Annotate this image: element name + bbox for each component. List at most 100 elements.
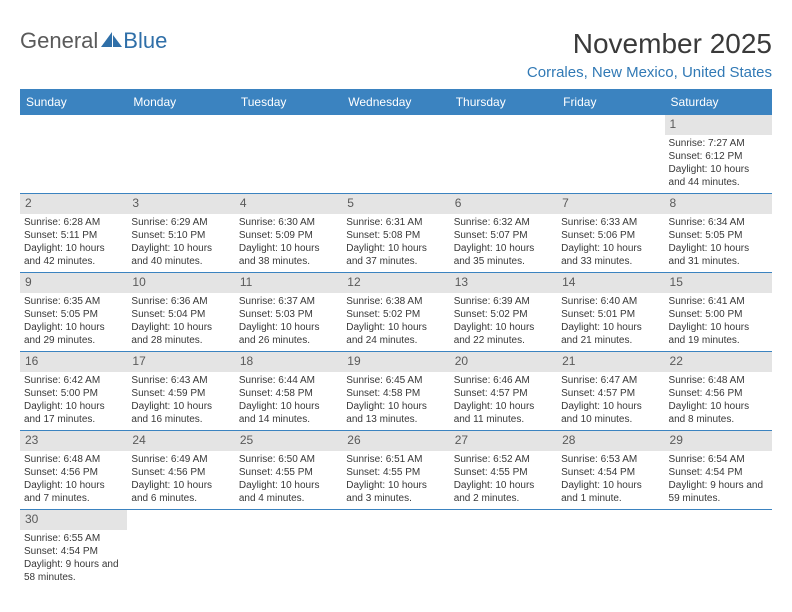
daylight-text: Daylight: 10 hours and 2 minutes. (454, 479, 553, 505)
day-header: Monday (127, 89, 234, 115)
sunset-text: Sunset: 4:56 PM (669, 387, 768, 400)
sunset-text: Sunset: 5:06 PM (561, 229, 660, 242)
daylight-text: Daylight: 10 hours and 6 minutes. (131, 479, 230, 505)
sunrise-text: Sunrise: 6:31 AM (346, 216, 445, 229)
day-cell: 3Sunrise: 6:29 AMSunset: 5:10 PMDaylight… (127, 194, 234, 272)
day-number: 25 (235, 431, 342, 451)
sunrise-text: Sunrise: 6:42 AM (24, 374, 123, 387)
daylight-text: Daylight: 10 hours and 38 minutes. (239, 242, 338, 268)
sunrise-text: Sunrise: 6:47 AM (561, 374, 660, 387)
sunset-text: Sunset: 4:58 PM (239, 387, 338, 400)
daylight-text: Daylight: 10 hours and 33 minutes. (561, 242, 660, 268)
day-number (450, 510, 557, 530)
day-number: 6 (450, 194, 557, 214)
day-header-row: Sunday Monday Tuesday Wednesday Thursday… (20, 89, 772, 115)
day-number (235, 510, 342, 530)
day-cell (20, 115, 127, 193)
day-number: 8 (665, 194, 772, 214)
sunrise-text: Sunrise: 6:36 AM (131, 295, 230, 308)
daylight-text: Daylight: 10 hours and 22 minutes. (454, 321, 553, 347)
sunrise-text: Sunrise: 6:28 AM (24, 216, 123, 229)
day-number: 26 (342, 431, 449, 451)
day-cell: 15 Sunrise: 6:41 AMSunset: 5:00 PMDayligh… (665, 273, 772, 351)
daylight-text: Daylight: 10 hours and 29 minutes. (24, 321, 123, 347)
day-cell: 4Sunrise: 6:30 AMSunset: 5:09 PMDaylight… (235, 194, 342, 272)
day-cell (557, 115, 664, 193)
sunset-text: Sunset: 5:09 PM (239, 229, 338, 242)
daylight-text: Daylight: 10 hours and 21 minutes. (561, 321, 660, 347)
sunset-text: Sunset: 5:03 PM (239, 308, 338, 321)
sunset-text: Sunset: 5:05 PM (24, 308, 123, 321)
sunrise-text: Sunrise: 6:54 AM (669, 453, 768, 466)
sunset-text: Sunset: 4:54 PM (24, 545, 123, 558)
sunset-text: Sunset: 4:55 PM (454, 466, 553, 479)
sunset-text: Sunset: 5:08 PM (346, 229, 445, 242)
daylight-text: Daylight: 10 hours and 10 minutes. (561, 400, 660, 426)
sunrise-text: Sunrise: 6:37 AM (239, 295, 338, 308)
daylight-text: Daylight: 10 hours and 28 minutes. (131, 321, 230, 347)
weeks-container: 1Sunrise: 7:27 AMSunset: 6:12 PMDaylight… (20, 115, 772, 588)
day-number: 14 (557, 273, 664, 293)
sunset-text: Sunset: 5:05 PM (669, 229, 768, 242)
day-number: 5 (342, 194, 449, 214)
daylight-text: Daylight: 10 hours and 26 minutes. (239, 321, 338, 347)
day-number: 12 (342, 273, 449, 293)
logo-text-general: General (20, 28, 98, 54)
sunset-text: Sunset: 4:59 PM (131, 387, 230, 400)
sunrise-text: Sunrise: 6:30 AM (239, 216, 338, 229)
title-block: November 2025 Corrales, New Mexico, Unit… (527, 28, 772, 81)
sunrise-text: Sunrise: 6:33 AM (561, 216, 660, 229)
sunset-text: Sunset: 4:55 PM (239, 466, 338, 479)
day-number: 23 (20, 431, 127, 451)
day-cell: 28Sunrise: 6:53 AMSunset: 4:54 PMDayligh… (557, 431, 664, 509)
sunset-text: Sunset: 5:10 PM (131, 229, 230, 242)
header-row: General Blue November 2025 Corrales, New… (20, 28, 772, 81)
day-cell: 17Sunrise: 6:43 AMSunset: 4:59 PMDayligh… (127, 352, 234, 430)
sunrise-text: Sunrise: 6:40 AM (561, 295, 660, 308)
week-row: 30Sunrise: 6:55 AMSunset: 4:54 PMDayligh… (20, 510, 772, 588)
day-number: 3 (127, 194, 234, 214)
sunset-text: Sunset: 5:02 PM (454, 308, 553, 321)
sunset-text: Sunset: 5:02 PM (346, 308, 445, 321)
day-number: 28 (557, 431, 664, 451)
week-row: 9Sunrise: 6:35 AMSunset: 5:05 PMDaylight… (20, 273, 772, 352)
logo-text-blue: Blue (123, 28, 167, 54)
sunrise-text: Sunrise: 6:43 AM (131, 374, 230, 387)
day-number: 30 (20, 510, 127, 530)
day-cell: 20Sunrise: 6:46 AMSunset: 4:57 PMDayligh… (450, 352, 557, 430)
sunrise-text: Sunrise: 6:41 AM (669, 295, 768, 308)
daylight-text: Daylight: 10 hours and 7 minutes. (24, 479, 123, 505)
sunrise-text: Sunrise: 6:50 AM (239, 453, 338, 466)
logo: General Blue (20, 28, 167, 54)
sunrise-text: Sunrise: 6:32 AM (454, 216, 553, 229)
sunset-text: Sunset: 5:00 PM (669, 308, 768, 321)
day-cell (450, 510, 557, 588)
day-number: 15 (665, 273, 772, 293)
sunrise-text: Sunrise: 6:55 AM (24, 532, 123, 545)
daylight-text: Daylight: 10 hours and 11 minutes. (454, 400, 553, 426)
sunrise-text: Sunrise: 6:34 AM (669, 216, 768, 229)
daylight-text: Daylight: 10 hours and 31 minutes. (669, 242, 768, 268)
sunrise-text: Sunrise: 6:44 AM (239, 374, 338, 387)
day-header: Thursday (450, 89, 557, 115)
day-number: 22 (665, 352, 772, 372)
daylight-text: Daylight: 10 hours and 19 minutes. (669, 321, 768, 347)
daylight-text: Daylight: 10 hours and 13 minutes. (346, 400, 445, 426)
day-cell (127, 115, 234, 193)
logo-sail-icon (101, 32, 123, 53)
day-cell: 13Sunrise: 6:39 AMSunset: 5:02 PMDayligh… (450, 273, 557, 351)
daylight-text: Daylight: 10 hours and 3 minutes. (346, 479, 445, 505)
location-text: Corrales, New Mexico, United States (527, 64, 772, 81)
sunset-text: Sunset: 5:11 PM (24, 229, 123, 242)
day-cell: 22Sunrise: 6:48 AMSunset: 4:56 PMDayligh… (665, 352, 772, 430)
day-cell: 7 Sunrise: 6:33 AMSunset: 5:06 PMDaylight… (557, 194, 664, 272)
day-number: 27 (450, 431, 557, 451)
calendar-grid: Sunday Monday Tuesday Wednesday Thursday… (20, 89, 772, 588)
sunset-text: Sunset: 4:54 PM (669, 466, 768, 479)
daylight-text: Daylight: 10 hours and 8 minutes. (669, 400, 768, 426)
day-number: 7 (557, 194, 664, 214)
day-cell: 27Sunrise: 6:52 AMSunset: 4:55 PMDayligh… (450, 431, 557, 509)
week-row: 2Sunrise: 6:28 AMSunset: 5:11 PMDaylight… (20, 194, 772, 273)
daylight-text: Daylight: 10 hours and 16 minutes. (131, 400, 230, 426)
daylight-text: Daylight: 10 hours and 14 minutes. (239, 400, 338, 426)
